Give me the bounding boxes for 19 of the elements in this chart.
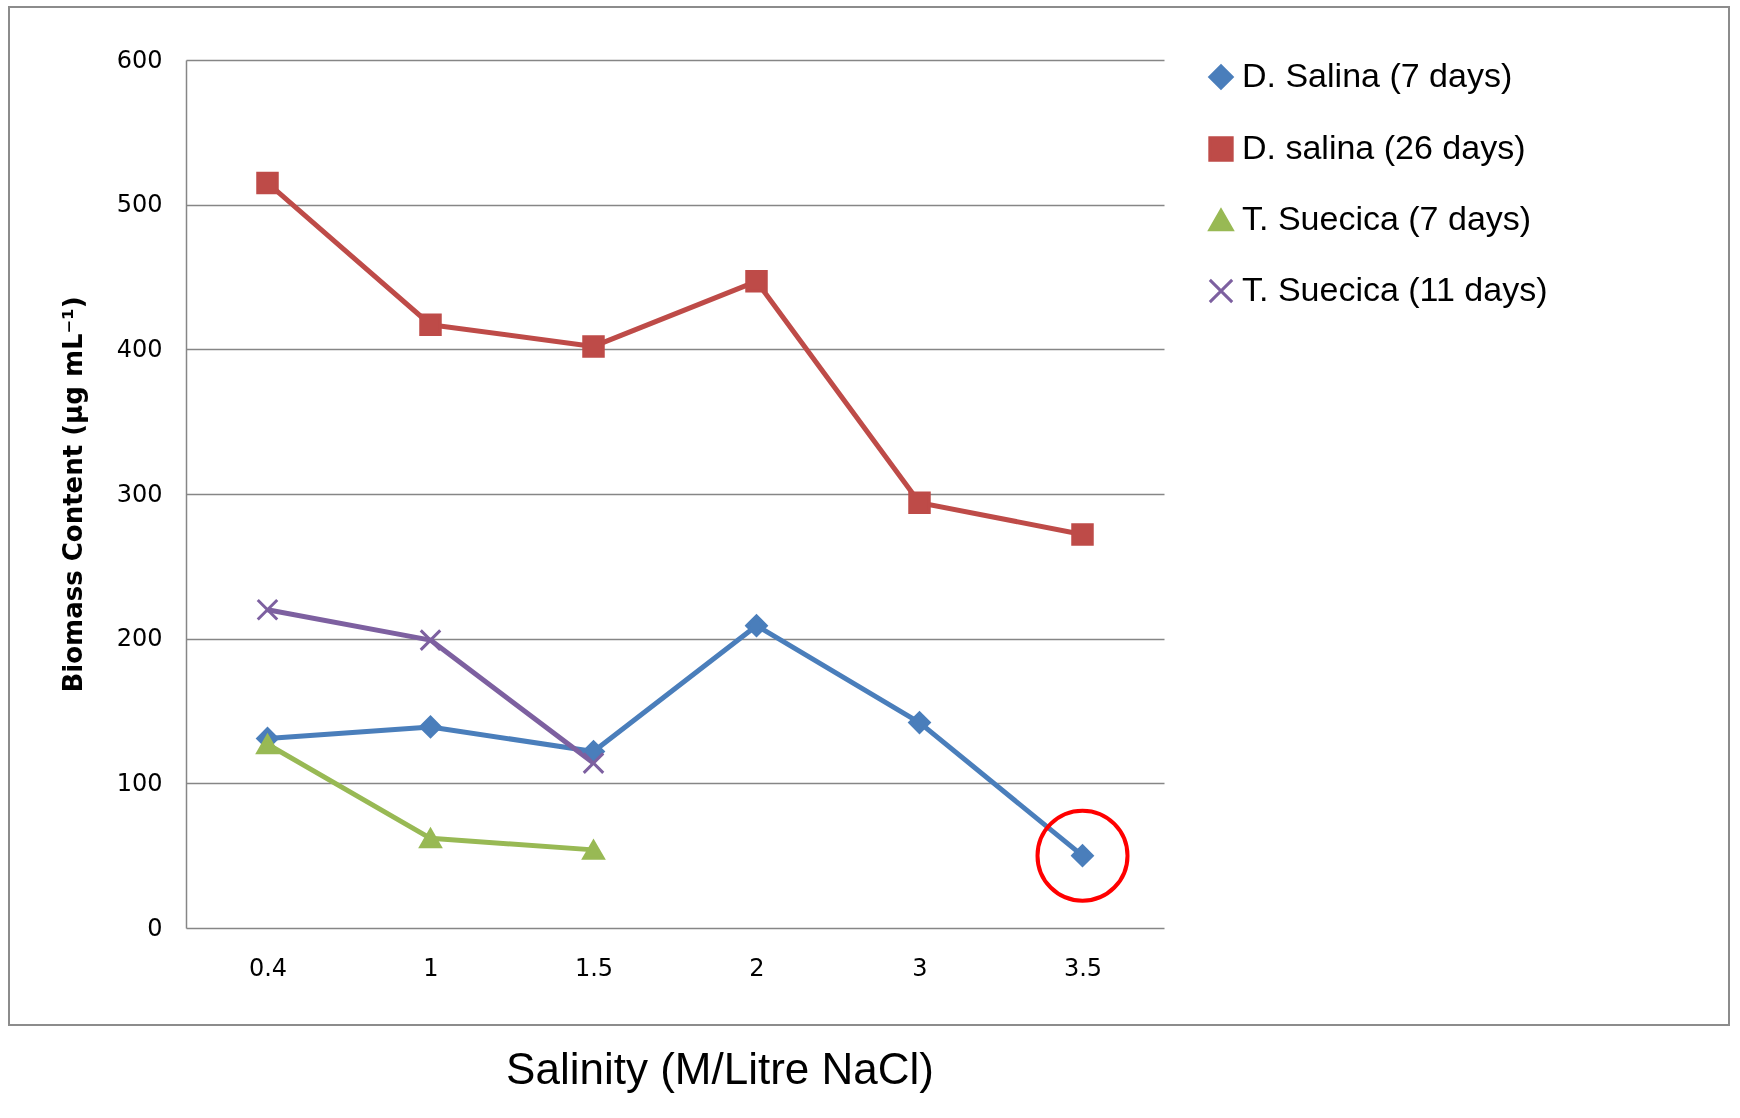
y-tick-label: 600: [116, 45, 163, 74]
y-axis-title: Biomass Content (µg mL⁻¹): [57, 296, 88, 693]
x-tick-label: 3.5: [1063, 953, 1103, 982]
legend-label: D. salina (26 days): [1242, 128, 1526, 166]
y-tick-label: 200: [116, 624, 163, 653]
x-tick-label: 2: [749, 953, 765, 982]
x-axis-title: Salinity (M/Litre NaCl): [505, 1044, 935, 1094]
y-tick-label: 100: [116, 768, 163, 797]
y-tick-label: 300: [116, 479, 163, 508]
x-tick-label: 0.4: [248, 953, 288, 982]
y-tick-label: 400: [116, 334, 163, 363]
y-tick-label: 500: [116, 190, 163, 219]
legend-label: T. Suecica (11 days): [1242, 270, 1548, 308]
x-tick-label: 1.5: [574, 953, 614, 982]
legend-label: T. Suecica (7 days): [1242, 199, 1532, 237]
x-tick-label: 3: [912, 953, 928, 982]
legend-label: D. Salina (7 days): [1242, 56, 1513, 94]
x-tick-label: 1: [423, 953, 439, 982]
y-tick-label: 0: [147, 913, 163, 942]
